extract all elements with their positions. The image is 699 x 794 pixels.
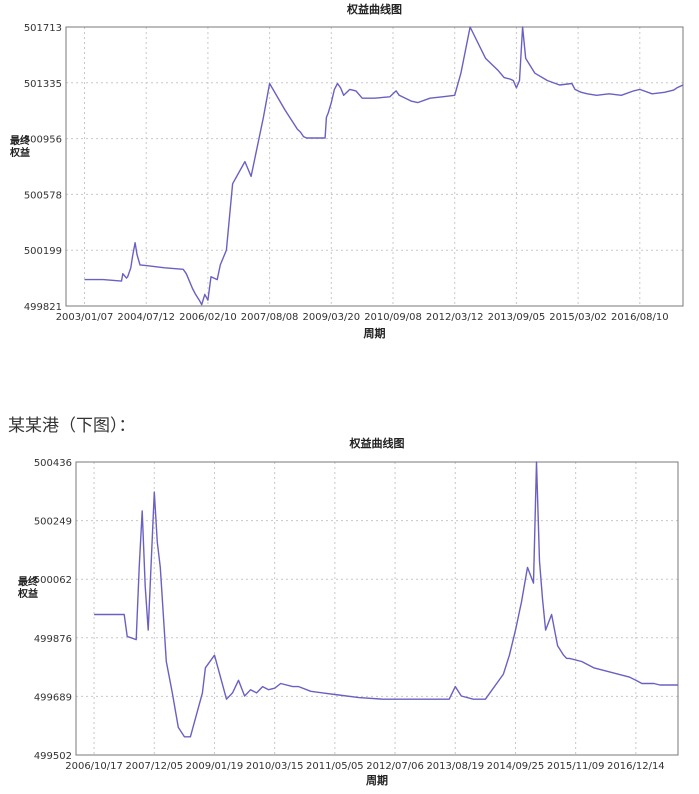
x-tick-label: 2009/03/20 [302, 312, 360, 323]
x-axis-label: 周期 [364, 326, 386, 340]
chart-svg-top: 501713 501335 500956 500578 500199 4998212003… [9, 2, 684, 340]
x-tick-label: 2007/12/05 [125, 761, 183, 772]
x-tick-label: 2004/07/12 [117, 312, 175, 323]
x-axis-label: 周期 [366, 773, 388, 787]
section-caption: 某某港（下图）： [8, 416, 136, 436]
y-tick-label: 500436 [34, 458, 72, 469]
x-tick-label: 2016/08/10 [611, 312, 669, 323]
x-tick-label: 2010/09/08 [364, 312, 422, 323]
plot-area [66, 27, 683, 306]
plot-frame [75, 461, 679, 756]
y-tick-label: 501335 [24, 79, 62, 90]
x-tick-label: 2013/08/19 [426, 761, 484, 772]
y-tick-label: 500199 [24, 246, 62, 257]
x-tick-label: 2006/10/17 [65, 761, 123, 772]
x-tick-label: 2011/05/05 [306, 761, 364, 772]
y-tick-label: 500249 [34, 517, 72, 528]
x-tick-label: 2010/03/15 [246, 761, 304, 772]
x-tick-label: 2012/07/06 [366, 761, 424, 772]
x-tick-label: 2016/12/14 [607, 761, 665, 772]
y-tick-label: 499689 [34, 692, 72, 703]
y-tick-label: 499502 [34, 751, 72, 762]
equity-series-line [94, 461, 678, 738]
x-tick-label: 2009/01/19 [186, 761, 244, 772]
y-axis-label: 最终权益 [9, 134, 31, 159]
y-axis-label: 最终权益 [17, 575, 39, 600]
x-tick-label: 2015/03/02 [549, 312, 607, 323]
x-tick-label: 2003/01/07 [56, 312, 114, 323]
y-tick-label: 500578 [24, 190, 62, 201]
equity-series-line [84, 26, 684, 306]
x-tick-label: 2006/02/10 [179, 312, 237, 323]
plot-frame [65, 26, 684, 307]
x-tick-label: 2015/11/09 [547, 761, 605, 772]
x-tick-label: 2014/09/25 [487, 761, 545, 772]
chart-title: 权益曲线图 [346, 2, 402, 16]
x-tick-label: 2012/03/12 [426, 312, 484, 323]
y-tick-label: 499876 [34, 634, 72, 645]
y-tick-label: 501713 [24, 23, 62, 34]
y-tick-label: 500062 [34, 575, 72, 586]
x-tick-label: 2007/08/08 [241, 312, 299, 323]
chart-title: 权益曲线图 [349, 436, 405, 450]
equity-chart-top: 501713 501335 500956 500578 500199 499821 2003… [0, 0, 699, 345]
plot-area [76, 462, 678, 755]
y-tick-label: 500956 [24, 135, 62, 146]
equity-chart-bottom: 500436 500249 500062 499876 499689 499502 2006… [0, 432, 699, 790]
x-tick-label: 2013/09/05 [488, 312, 546, 323]
y-tick-label: 499821 [24, 302, 62, 313]
chart-svg-bottom: 500436 500249 500062 499876 499689 4995022006… [17, 436, 679, 787]
